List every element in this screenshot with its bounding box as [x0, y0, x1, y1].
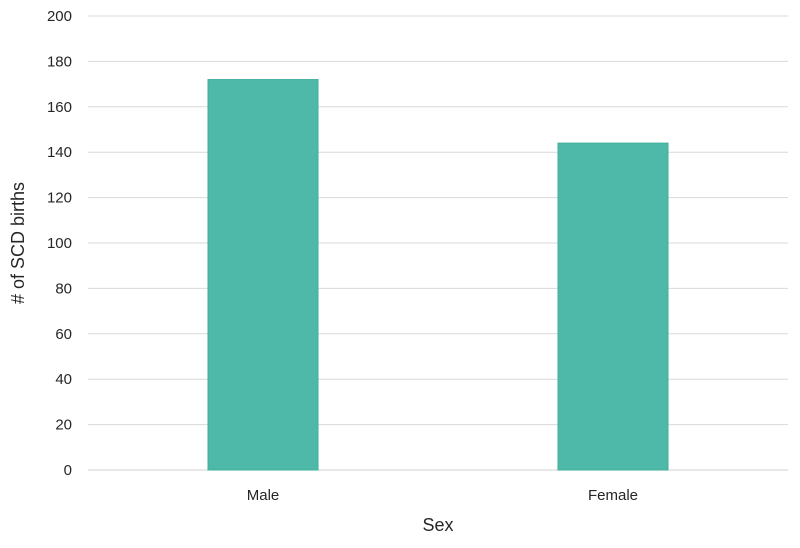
y-tick-label: 100 [47, 235, 72, 252]
y-tick-label: 120 [47, 190, 72, 207]
y-tick-label: 0 [64, 462, 72, 479]
y-axis-title: # of SCD births [8, 182, 28, 304]
y-tick-label: 160 [47, 99, 72, 116]
y-tick-label: 40 [55, 371, 72, 388]
gridlines [88, 15, 788, 471]
y-tick-label: 180 [47, 53, 72, 70]
y-tick-label: 140 [47, 144, 72, 161]
bar-male [207, 79, 319, 471]
x-tick-label-female: Female [588, 487, 638, 504]
y-tick-label: 20 [55, 417, 72, 434]
y-axis-ticks: 0 20 40 60 80 100 120 140 160 180 200 [47, 8, 72, 479]
y-tick-label: 200 [47, 8, 72, 25]
x-axis-ticks: Male Female [247, 487, 638, 504]
bars [207, 79, 669, 471]
y-tick-label: 60 [55, 326, 72, 343]
bar-female [557, 142, 669, 471]
x-axis-title: Sex [422, 515, 453, 535]
x-tick-label-male: Male [247, 487, 280, 504]
y-tick-label: 80 [55, 280, 72, 297]
